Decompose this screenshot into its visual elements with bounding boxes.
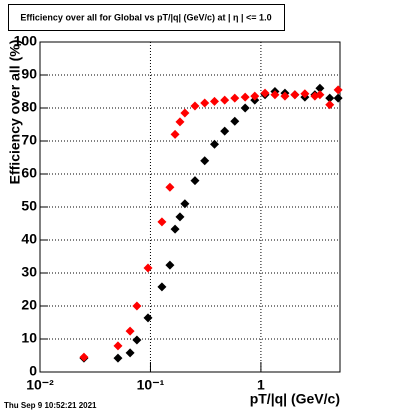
- data-point: [132, 301, 142, 311]
- data-point: [170, 129, 180, 139]
- data-point: [220, 95, 230, 105]
- data-point: [260, 88, 270, 98]
- x-axis-label: pT/|q| (GeV/c): [250, 391, 340, 407]
- data-point: [240, 92, 250, 102]
- data-point: [325, 93, 335, 103]
- data-point: [200, 98, 210, 108]
- data-point: [250, 91, 260, 101]
- data-point: [315, 90, 325, 100]
- data-point: [170, 224, 180, 234]
- data-point: [333, 93, 343, 103]
- y-tick-label: 50: [21, 198, 37, 214]
- y-tick-label: 80: [21, 99, 37, 115]
- y-tick-label: 40: [21, 231, 37, 247]
- data-point: [200, 156, 210, 166]
- data-point: [333, 85, 343, 95]
- data-point: [157, 217, 167, 227]
- data-point: [113, 341, 123, 351]
- data-point: [290, 90, 300, 100]
- data-point: [270, 90, 280, 100]
- y-tick-label: 0: [29, 363, 37, 379]
- x-tick-label: 10⁻²: [26, 377, 54, 393]
- data-point: [230, 116, 240, 126]
- data-point: [165, 260, 175, 270]
- y-tick-label: 10: [21, 330, 37, 346]
- y-tick-label: 20: [21, 297, 37, 313]
- title-box: [8, 4, 285, 31]
- marks: [79, 83, 343, 363]
- data-point: [300, 89, 310, 99]
- y-tick-label: 60: [21, 165, 37, 181]
- data-point: [190, 176, 200, 186]
- data-point: [79, 352, 89, 362]
- y-tick-label: 90: [21, 66, 37, 82]
- x-tick-label: 1: [257, 377, 265, 393]
- data-point: [180, 199, 190, 209]
- data-point: [143, 313, 153, 323]
- data-point: [125, 326, 135, 336]
- data-point: [113, 353, 123, 363]
- data-point: [143, 263, 153, 273]
- y-tick-label: 30: [21, 264, 37, 280]
- grid: [39, 41, 340, 373]
- data-point: [240, 103, 250, 113]
- data-point: [190, 101, 200, 111]
- data-point: [175, 212, 185, 222]
- data-point: [180, 108, 190, 118]
- y-tick-label: 70: [21, 132, 37, 148]
- data-point: [132, 335, 142, 345]
- data-point: [280, 91, 290, 101]
- data-point: [165, 182, 175, 192]
- y-tick-label: 100: [14, 33, 38, 49]
- chart-title: Efficiency over all for Global vs pT/|q|…: [20, 12, 271, 22]
- data-point: [230, 93, 240, 103]
- x-tick-label: 10⁻¹: [137, 377, 165, 393]
- data-point: [175, 117, 185, 127]
- data-point: [315, 83, 325, 93]
- y-axis-label: Efficiency over all (%): [7, 40, 23, 185]
- data-point: [325, 100, 335, 110]
- footer: Thu Sep 9 10:52:21 2021: [4, 401, 97, 410]
- data-point: [209, 139, 219, 149]
- data-point: [157, 282, 167, 292]
- data-point: [125, 348, 135, 358]
- data-point: [209, 96, 219, 106]
- data-point: [220, 126, 230, 136]
